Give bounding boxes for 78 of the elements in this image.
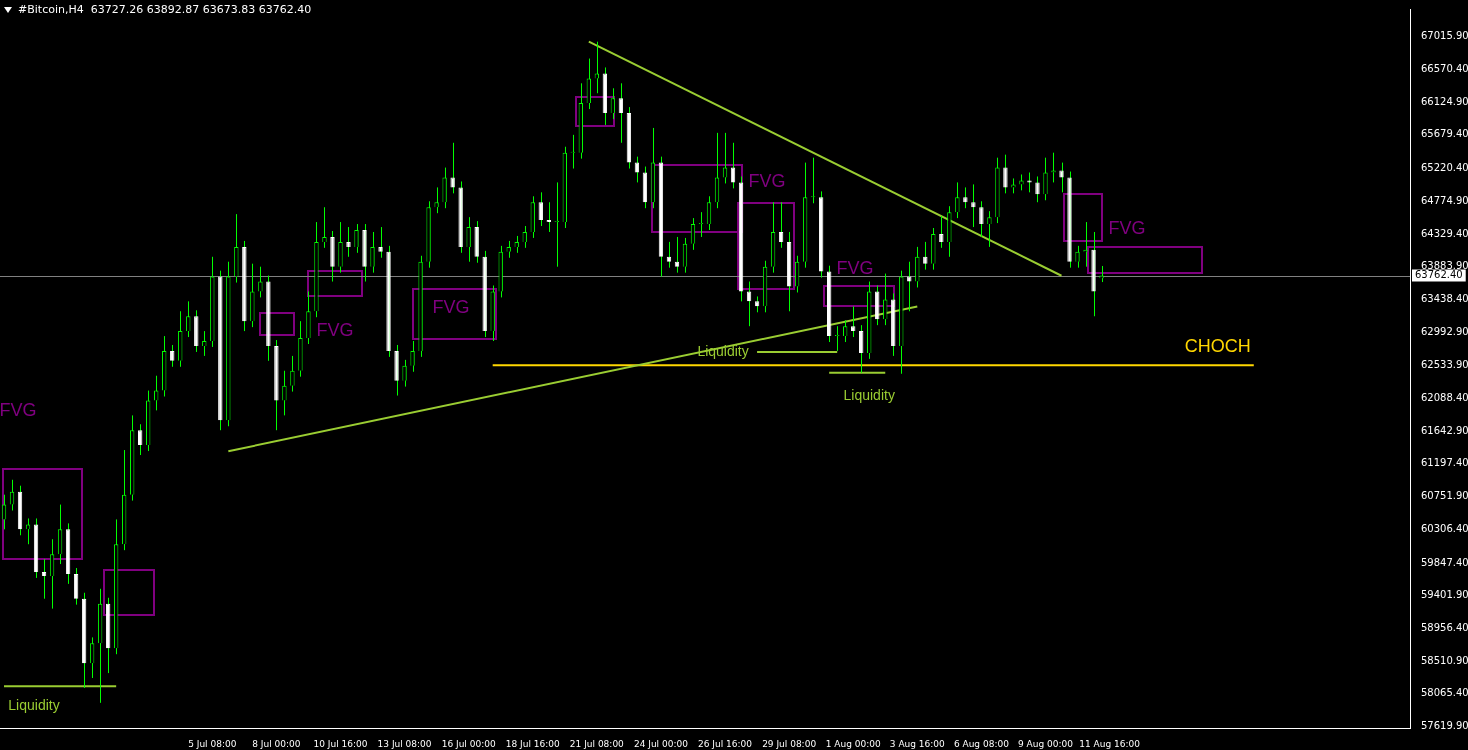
x-tick-label: 16 Jul 00:00 — [441, 738, 496, 749]
candlestick — [290, 355, 295, 393]
candlestick — [466, 216, 471, 263]
candlestick — [987, 210, 992, 248]
x-tick-label: 13 Jul 08:00 — [377, 738, 432, 749]
y-tick-label: 67015.90 — [1421, 30, 1468, 42]
x-tick-label: 10 Jul 16:00 — [313, 738, 368, 749]
x-tick-label: 6 Aug 08:00 — [953, 738, 1010, 749]
candlestick — [282, 370, 287, 416]
candlestick — [370, 231, 375, 274]
candlestick — [450, 142, 455, 194]
candlestick — [434, 186, 439, 214]
candlestick — [410, 340, 415, 373]
y-tick-label: 58065.40 — [1421, 687, 1468, 699]
candlestick — [939, 215, 944, 249]
y-tick-label: 65679.40 — [1421, 128, 1468, 140]
candlestick — [1027, 172, 1032, 193]
candlestick — [322, 206, 327, 249]
candlestick — [955, 181, 960, 219]
candlestick — [1059, 162, 1064, 193]
y-tick-label: 57619.90 — [1421, 720, 1468, 732]
series-label: CHOCH — [1184, 336, 1251, 357]
ref-line-label: 63762.40 — [1415, 269, 1463, 281]
y-tick-label: 58510.90 — [1421, 654, 1468, 666]
candlestick — [258, 266, 263, 298]
candlestick — [979, 200, 984, 238]
y-tick-label: 66124.90 — [1421, 95, 1468, 107]
series-label: Liquidity — [843, 386, 895, 403]
x-tick-label: 1 Aug 00:00 — [825, 738, 881, 749]
x-tick-label: 26 Jul 16:00 — [698, 738, 753, 749]
candlestick — [354, 223, 359, 254]
y-tick-label: 58956.40 — [1421, 622, 1468, 634]
candlestick — [442, 167, 447, 209]
candlestick — [346, 226, 351, 258]
candlestick — [971, 183, 976, 228]
candlestick — [402, 359, 407, 388]
y-tick-label: 59847.40 — [1421, 556, 1468, 568]
x-tick-label: 5 Jul 08:00 — [188, 738, 237, 749]
candlestick — [378, 226, 383, 259]
y-tick-label: 65220.40 — [1421, 162, 1468, 174]
y-tick-label: 62992.90 — [1421, 325, 1468, 337]
x-tick-label: 3 Aug 16:00 — [889, 738, 946, 749]
y-tick-label: 63883.90 — [1421, 260, 1468, 272]
x-tick-label: 18 Jul 16:00 — [505, 738, 561, 749]
y-tick-label: 62533.90 — [1421, 359, 1468, 371]
x-tick-label: 24 Jul 00:00 — [633, 738, 689, 749]
candlestick — [1043, 157, 1048, 201]
y-tick-label: 59401.90 — [1421, 589, 1468, 601]
y-tick-label: 62088.40 — [1421, 392, 1468, 404]
x-tick-label: 29 Jul 08:00 — [762, 738, 817, 749]
candlestick — [1035, 175, 1040, 203]
candlestick — [546, 201, 551, 233]
candlestick — [1075, 245, 1080, 269]
annotation: FVG — [748, 170, 786, 192]
annotation: FVG — [1108, 217, 1146, 239]
candlestick — [963, 186, 968, 209]
candlestick — [1003, 154, 1008, 194]
y-tick-label: 64774.90 — [1421, 194, 1468, 206]
y-tick-label: 64329.40 — [1421, 227, 1468, 239]
annotation: FVG — [836, 257, 874, 279]
annotation: FVG — [432, 296, 470, 318]
series-label: Liquidity — [8, 697, 60, 714]
y-tick-label: 60306.40 — [1421, 522, 1468, 534]
y-tick-label: 60751.90 — [1421, 490, 1468, 502]
y-tick-label: 63438.40 — [1421, 292, 1468, 304]
candlestick — [923, 241, 928, 271]
x-tick-label: 11 Aug 16:00 — [1079, 738, 1141, 749]
annotation: FVG — [316, 319, 354, 341]
y-tick-label: 66570.40 — [1421, 62, 1468, 74]
annotation: FVG — [0, 399, 37, 421]
y-tick-label: 61642.90 — [1421, 424, 1468, 436]
x-tick-label: 21 Jul 08:00 — [569, 738, 625, 749]
chart-title: #Bitcoin,H4 63727.26 63892.87 63673.83 63762.40 — [18, 3, 312, 16]
candlestick — [915, 246, 920, 288]
x-tick-label: 9 Aug 00:00 — [1018, 738, 1074, 749]
x-tick-label: 8 Jul 00:00 — [252, 738, 301, 749]
y-tick-label: 61197.40 — [1421, 457, 1468, 469]
candlestick — [338, 221, 343, 274]
